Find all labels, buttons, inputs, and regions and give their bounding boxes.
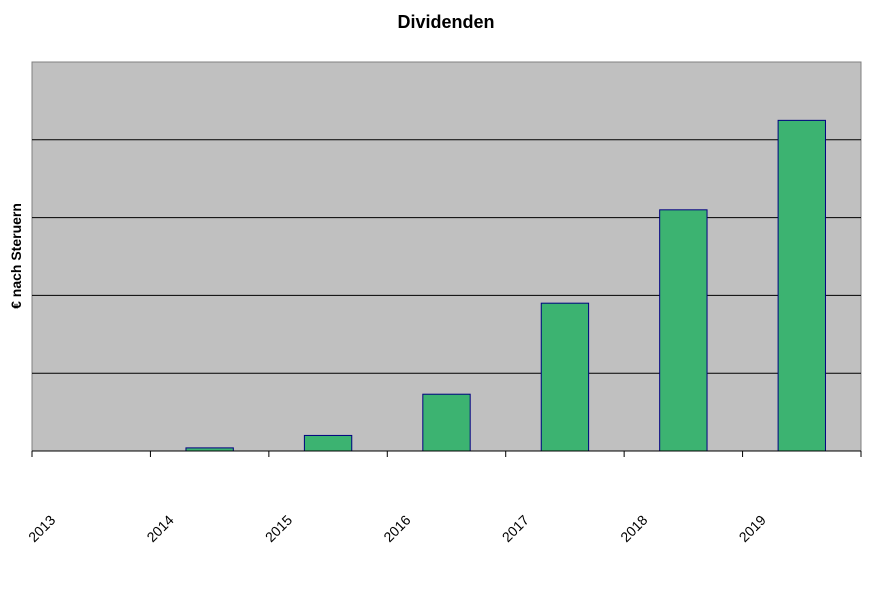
- x-tick-label-2018: 2018: [617, 512, 650, 545]
- x-tick-label-2019: 2019: [736, 512, 769, 545]
- grid-lines: [32, 139, 861, 374]
- x-tick-label-2016: 2016: [380, 512, 413, 545]
- y-axis-label: € nach Steruern: [8, 203, 24, 309]
- bar-2019: [777, 119, 826, 452]
- bar-2018: [659, 209, 708, 452]
- chart-title: Dividenden: [397, 12, 494, 32]
- x-tick-labels: 2013 2014 2015 2016 2017 2018 2019: [25, 512, 769, 545]
- bar-2015: [303, 434, 353, 452]
- bar-2017: [540, 302, 590, 452]
- x-tick-label-2015: 2015: [262, 512, 295, 545]
- x-tick-label-2013: 2013: [25, 512, 58, 545]
- bar-2016: [422, 393, 471, 452]
- x-tick-label-2014: 2014: [143, 512, 176, 545]
- plot-area: [31, 61, 862, 452]
- x-axis: [31, 450, 862, 457]
- x-tick-label-2017: 2017: [499, 512, 532, 545]
- bars: [185, 119, 826, 452]
